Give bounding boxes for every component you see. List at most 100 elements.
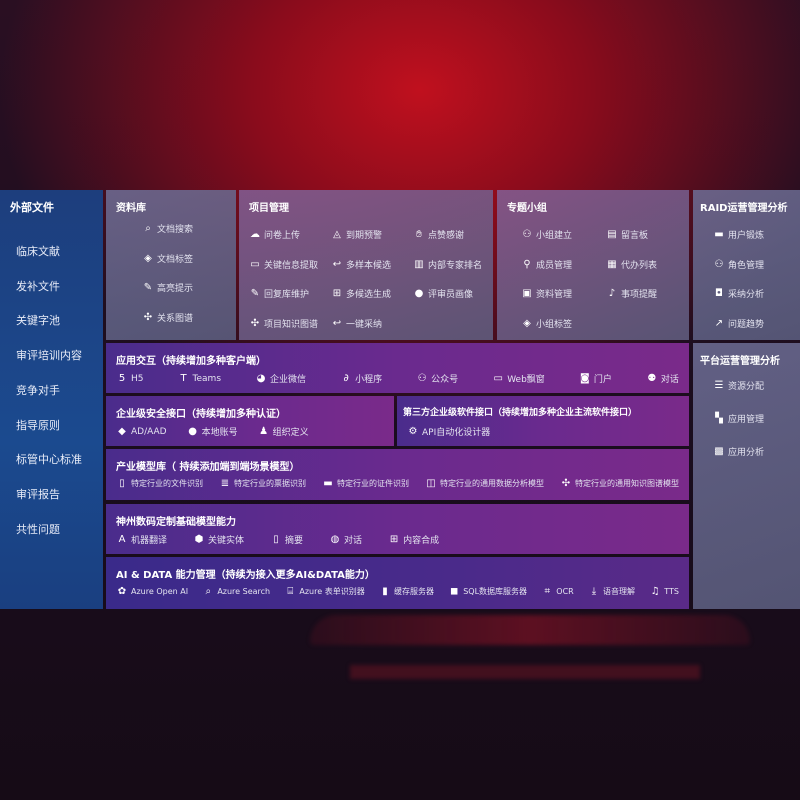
industry-item-label: 特定行业的文件识别 [131,479,203,488]
security-item[interactable]: ● 本地账号 [187,425,237,438]
ai-item[interactable]: ◼ SQL数据库服务器 [448,586,527,597]
ai-item[interactable]: ⌗ OCR [541,586,573,597]
app-item[interactable]: T Teams [178,373,221,384]
project-item[interactable]: ☁ 问卷上传 [249,228,300,241]
entity-icon: ⬢ [194,534,204,545]
sidebar-item[interactable]: 标管中心标准 [16,453,82,467]
library-item[interactable]: ◈ 文档标签 [142,252,193,265]
ranking-icon: ▥ [414,258,424,270]
group-title: 专题小组 [507,203,547,214]
alarm-icon: ◬ [333,229,341,240]
platform-item[interactable]: ☰ 资源分配 [713,379,765,392]
group-item[interactable]: ▦ 代办列表 [606,258,657,271]
industry-item[interactable]: ◫ 特定行业的通用数据分析模型 [425,478,544,489]
ai-item-label: 语音理解 [603,587,635,596]
group-item[interactable]: ⚇ 小组建立 [521,228,573,241]
app-item[interactable]: ∂ 小程序 [340,372,383,385]
sidebar-item[interactable]: 共性问题 [16,522,60,536]
sidebar-item[interactable]: 审评报告 [16,487,60,501]
miniprogram-icon: ∂ [343,373,349,384]
raid-item[interactable]: ⚇ 角色管理 [713,258,765,271]
app-item[interactable]: 5 H5 [116,373,144,384]
app-item[interactable]: ⚇ 公众号 [416,372,459,385]
base-item[interactable]: A 机器翻译 [116,533,167,546]
app-title: 应用交互（持续增加多种客户端） [116,356,266,367]
app-panel: 应用交互（持续增加多种客户端） 5 H5 T Teams ◕ 企业微信 ∂ 小程序 ⚇ 公众号 ▭ We… [106,343,689,393]
industry-item[interactable]: ▬ 特定行业的证件识别 [322,478,409,489]
third-item-label: API自动化设计器 [422,428,491,438]
raid-item[interactable]: ▬ 用户锻炼 [713,228,764,241]
project-item[interactable]: ● 评审员画像 [413,287,473,300]
group-item[interactable]: ♪ 事项提醒 [606,287,657,300]
teams-icon: T [180,373,187,384]
doc-icon: ▯ [273,534,279,545]
library-item-label: 关系图谱 [157,313,194,324]
platform-item[interactable]: ▩ 应用分析 [713,445,764,458]
base-panel: 神州数码定制基础模型能力 A 机器翻译 ⬢ 关键实体 ▯ 摘要 ◍ 对话 ⊞ 内容合成 [106,504,689,554]
platform-item[interactable]: ▚ 应用管理 [713,412,764,425]
sidebar-item[interactable]: 关键字池 [16,314,60,328]
project-item[interactable]: ◬ 到期预警 [331,228,382,241]
library-item[interactable]: ✎ 高亮提示 [142,281,193,294]
base-item[interactable]: ⬢ 关键实体 [193,533,244,546]
sidebar-item[interactable]: 竞争对手 [16,383,60,397]
base-item[interactable]: ▯ 摘要 [270,533,303,546]
ai-item[interactable]: ⤓ 语音理解 [588,586,635,597]
ai-item[interactable]: ✿ Azure Open AI [116,586,188,597]
base-items: A 机器翻译 ⬢ 关键实体 ▯ 摘要 ◍ 对话 ⊞ 内容合成 [116,533,679,546]
ai-item[interactable]: ⌕ Azure Search [202,586,271,597]
diamond-icon: ◆ [118,426,126,437]
app-item[interactable]: ◙ 门户 [579,372,612,385]
project-item[interactable]: ↩ 多样本候选 [331,258,391,271]
ai-item[interactable]: ⌸ Azure 表单识别器 [284,586,364,597]
edit-icon: ✎ [250,288,260,299]
project-title: 项目管理 [249,203,289,214]
sidebar-item[interactable]: 指导原则 [16,418,60,432]
group-item[interactable]: ▤ 留言板 [606,228,648,241]
library-item[interactable]: ✣ 关系图谱 [142,311,193,324]
id-card-icon: ▬ [323,478,333,489]
raid-item[interactable]: ◘ 采纳分析 [713,287,764,300]
gear-icon: ⚙ [408,426,418,437]
wecom-icon: ◕ [256,373,266,384]
raid-item[interactable]: ↗ 问题趋势 [713,317,764,330]
base-item[interactable]: ◍ 对话 [329,533,362,546]
base-item[interactable]: ⊞ 内容合成 [388,533,439,546]
project-item[interactable]: ▭ 关键信息提取 [249,258,318,271]
security-item[interactable]: ◆ AD/AAD [116,426,166,437]
third-item[interactable]: ⚙ API自动化设计器 [407,425,491,438]
third-items: ⚙ API自动化设计器 [407,425,679,438]
library-item[interactable]: ⌕ 文档搜索 [142,222,193,235]
industry-item[interactable]: ▯ 特定行业的文件识别 [116,478,203,489]
project-item[interactable]: ▥ 内部专家排名 [413,258,482,271]
app-item[interactable]: ⚉ 对话 [646,372,679,385]
group-item[interactable]: ◈ 小组标签 [521,317,572,330]
sidebar-item[interactable]: 审评培训内容 [16,349,82,363]
app-item-label: 对话 [660,375,679,385]
puzzle-icon: ⊞ [389,534,399,545]
project-item[interactable]: ⊞ 多候选生成 [331,287,391,300]
project-item[interactable]: ↩ 一键采纳 [331,317,382,330]
sidebar-item[interactable]: 发补文件 [16,279,60,293]
tts-icon: ♫ [650,586,660,597]
base-title: 神州数码定制基础模型能力 [116,517,236,528]
ai-item[interactable]: ▮ 缓存服务器 [379,586,434,597]
industry-item[interactable]: ≣ 特定行业的票据识别 [219,478,306,489]
project-item[interactable]: ✣ 项目知识图谱 [249,317,318,330]
ai-item-label: 缓存服务器 [393,587,434,596]
app-item[interactable]: ◕ 企业微信 [255,372,306,385]
ai-item-label: SQL数据库服务器 [463,587,528,596]
app-item[interactable]: ▭ Web飘窗 [492,372,544,385]
form-icon: ⌸ [287,586,294,597]
security-item[interactable]: ♟ 组织定义 [258,425,309,438]
group-item[interactable]: ⚲ 成员管理 [521,258,572,271]
trend-icon: ↗ [714,317,724,329]
industry-item[interactable]: ✣ 特定行业的通用知识图谱模型 [560,478,679,489]
sidebar-item[interactable]: 临床文献 [16,245,60,258]
project-item[interactable]: ✎ 回复库维护 [249,287,309,300]
project-item[interactable]: ✋︎ 点赞感谢 [413,228,464,241]
group-item[interactable]: ▣ 资料管理 [521,287,572,300]
tag-icon: ◈ [523,317,531,329]
group-item-label: 资料管理 [536,290,573,300]
ai-item[interactable]: ♫ TTS [649,586,679,597]
